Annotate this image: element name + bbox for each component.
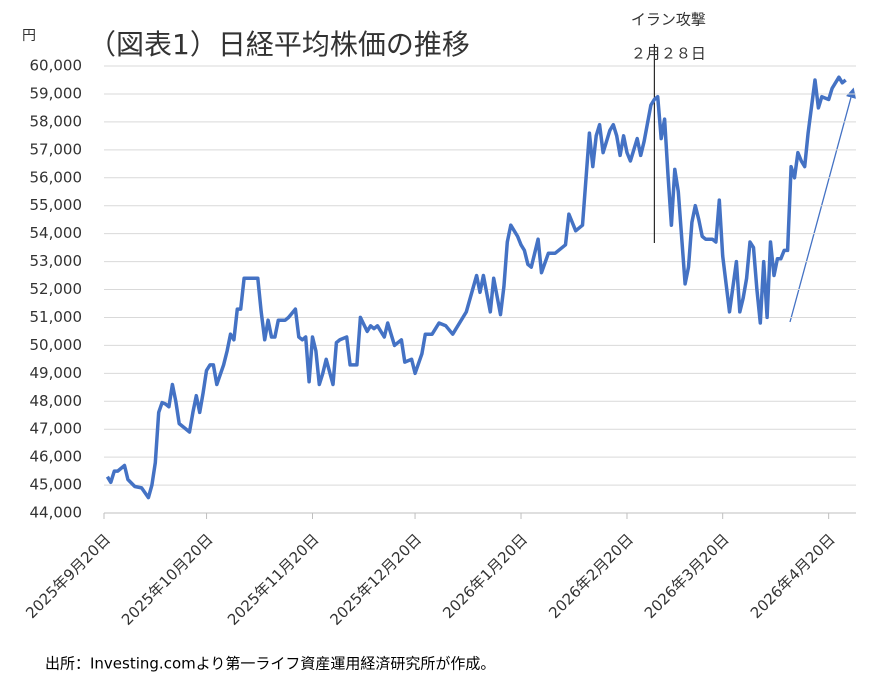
y-tick-label: 51,000: [30, 308, 83, 326]
source-note: 出所：Investing.comより第一ライフ資産運用経済研究所が作成。: [45, 655, 495, 673]
y-tick-label: 60,000: [30, 57, 83, 75]
y-tick-label: 53,000: [30, 252, 83, 270]
y-unit: 円: [22, 28, 36, 44]
y-tick-label: 49,000: [30, 364, 83, 382]
y-tick-label: 45,000: [30, 476, 83, 494]
y-tick-label: 56,000: [30, 168, 83, 186]
y-tick-label: 46,000: [30, 448, 83, 466]
y-tick-label: 50,000: [30, 336, 83, 354]
y-tick-label: 54,000: [30, 224, 83, 242]
y-tick-label: 59,000: [30, 84, 83, 102]
y-tick-label: 55,000: [30, 196, 83, 214]
y-tick-label: 58,000: [30, 112, 83, 130]
y-tick-label: 57,000: [30, 140, 83, 158]
data-line: [105, 75, 847, 500]
annotation-label: イラン攻撃: [631, 11, 706, 29]
y-tick-label: 47,000: [30, 420, 83, 438]
y-tick-label: 44,000: [30, 504, 83, 522]
y-tick-label: 52,000: [30, 280, 83, 298]
chart-title: （図表1）日経平均株価の推移: [88, 28, 470, 61]
annotation-date: ２月２８日: [631, 45, 706, 63]
y-tick-label: 48,000: [30, 392, 83, 410]
